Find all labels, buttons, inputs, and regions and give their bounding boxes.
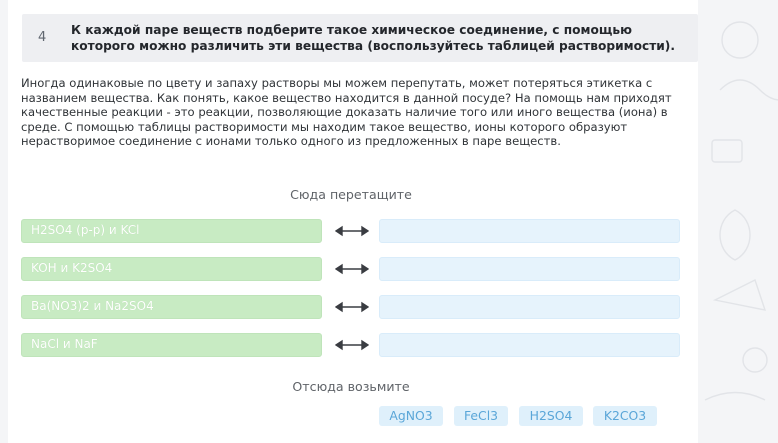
double-arrow-icon	[335, 225, 369, 237]
pair-row: Ba(NO3)2 и Na2SO4	[21, 295, 681, 319]
answer-chip[interactable]: FeCl3	[454, 406, 508, 426]
answer-chip[interactable]: K2CO3	[593, 406, 657, 426]
substance-pair: KOH и K2SO4	[21, 257, 322, 281]
substance-pair: H2SO4 (р-р) и KCl	[21, 219, 322, 243]
substance-pair: Ba(NO3)2 и Na2SO4	[21, 295, 322, 319]
drop-zone[interactable]	[379, 219, 680, 243]
task-card: 4 К каждой паре веществ подберите такое …	[8, 0, 698, 443]
source-area-label: Отсюда возьмите	[292, 379, 410, 394]
drop-area-label: Сюда перетащите	[290, 187, 412, 202]
answer-chip[interactable]: AgNO3	[379, 406, 443, 426]
double-arrow-icon	[335, 339, 369, 351]
double-arrow-icon	[335, 263, 369, 275]
pair-label: Ba(NO3)2 и Na2SO4	[31, 299, 154, 313]
pair-row: KOH и K2SO4	[21, 257, 681, 281]
answer-chip[interactable]: H2SO4	[519, 406, 583, 426]
task-description: Иногда одинаковые по цвету и запаху раст…	[21, 76, 672, 149]
drop-zone[interactable]	[379, 333, 680, 357]
substance-pair: NaCl и NaF	[21, 333, 322, 357]
task-title: К каждой паре веществ подберите такое хи…	[71, 23, 676, 53]
task-number: 4	[38, 30, 47, 45]
pair-label: H2SO4 (р-р) и KCl	[31, 223, 140, 237]
pair-label: NaCl и NaF	[31, 337, 98, 351]
pair-label: KOH и K2SO4	[31, 261, 113, 275]
task-header: 4 К каждой паре веществ подберите такое …	[22, 14, 698, 62]
pair-row: NaCl и NaF	[21, 333, 681, 357]
double-arrow-icon	[335, 301, 369, 313]
pair-row: H2SO4 (р-р) и KCl	[21, 219, 681, 243]
drop-zone[interactable]	[379, 257, 680, 281]
drop-zone[interactable]	[379, 295, 680, 319]
